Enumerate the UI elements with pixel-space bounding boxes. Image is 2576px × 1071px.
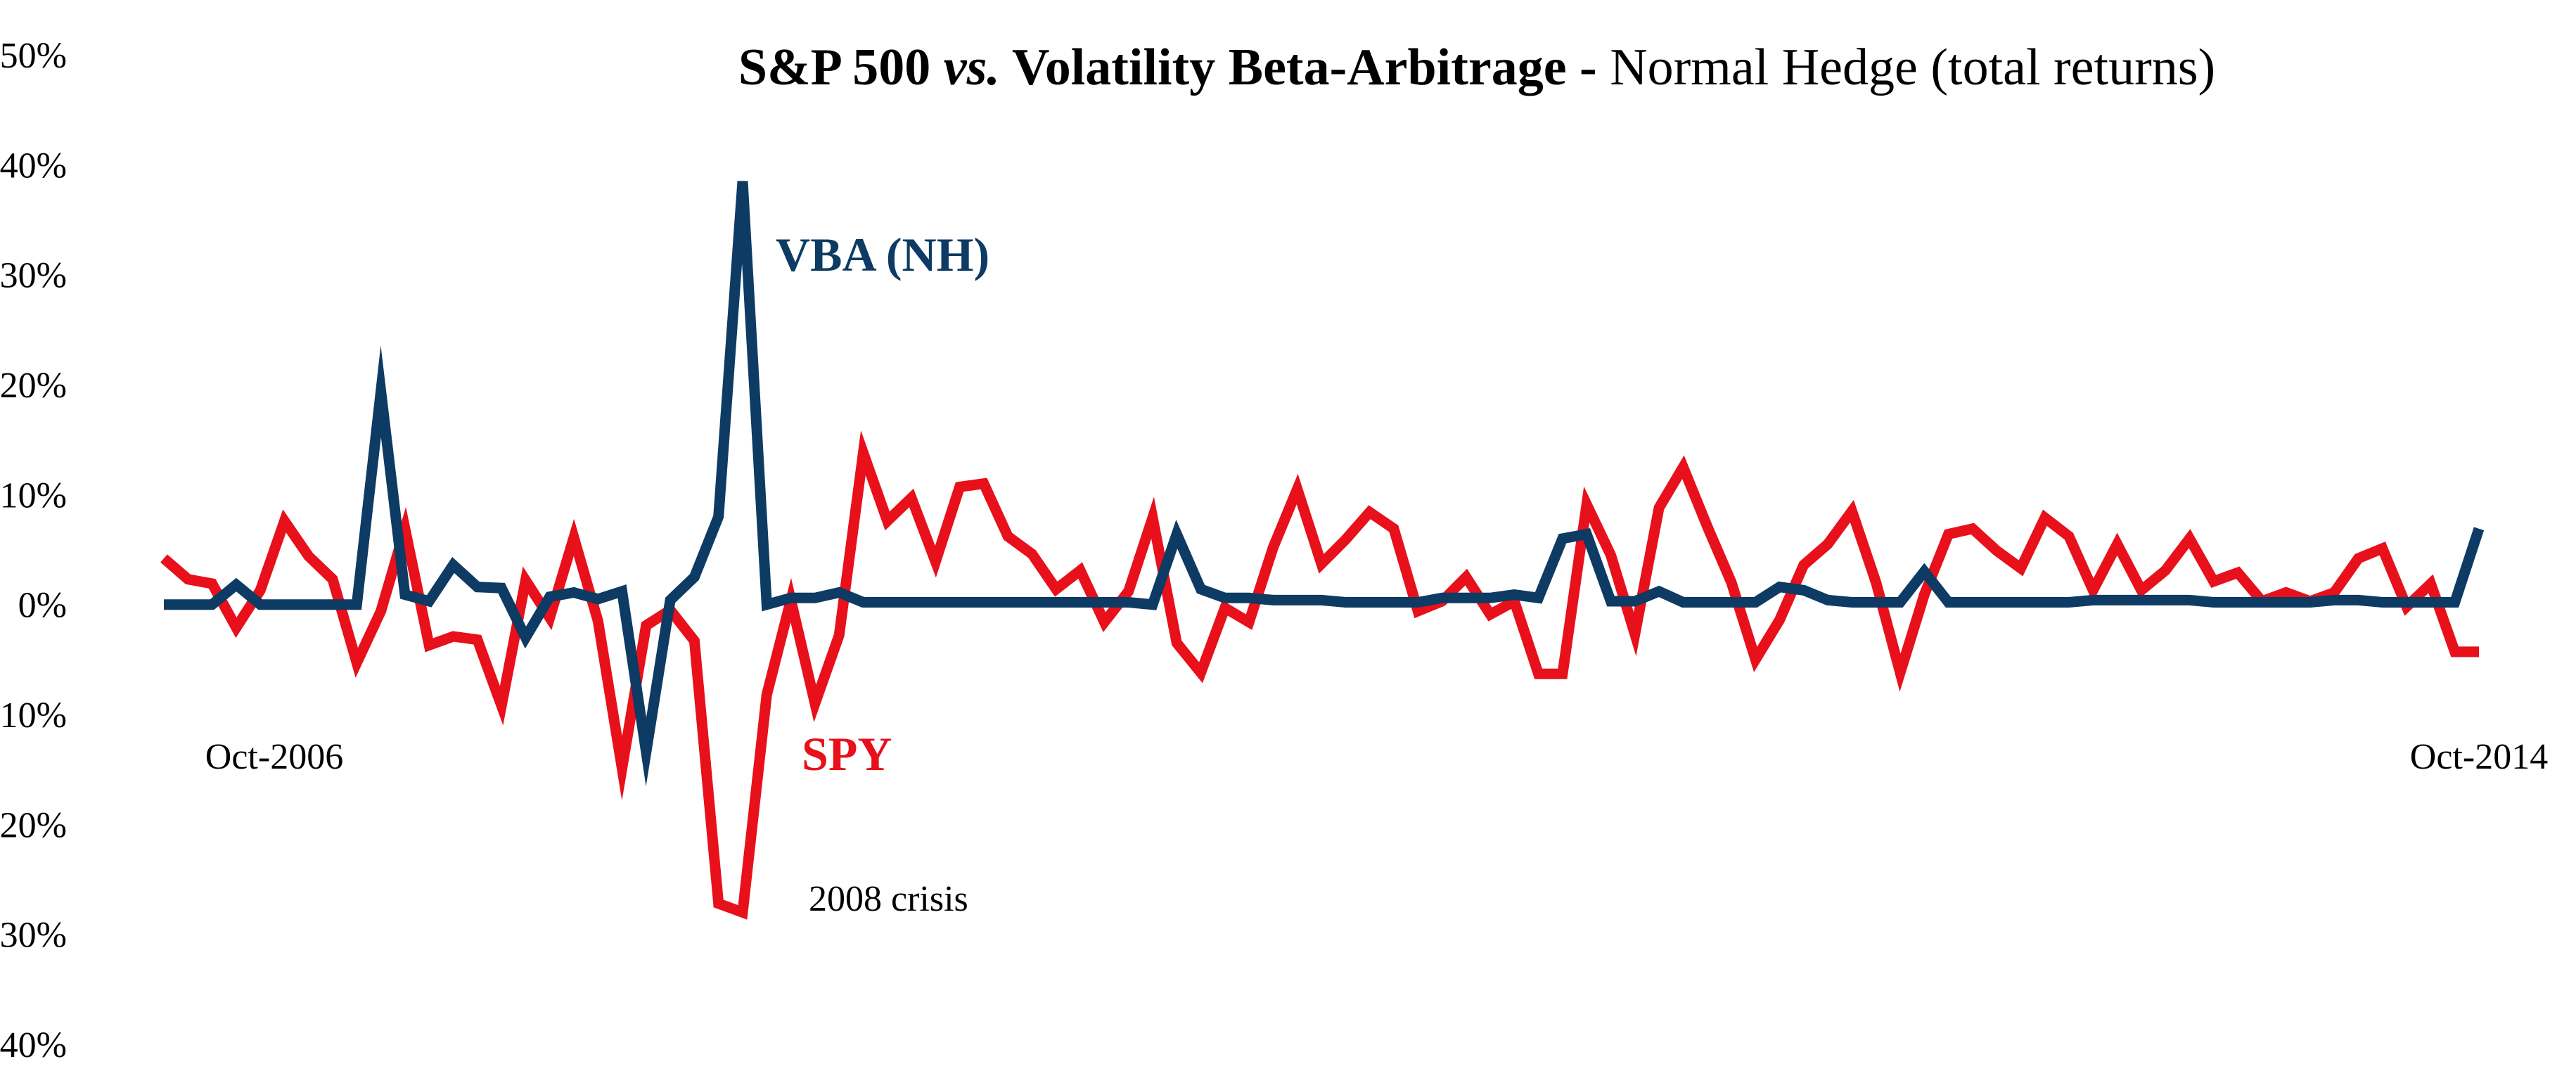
series-label-spy: SPY [802,727,892,781]
title-part-4: Normal Hedge (total returns) [1610,39,2215,96]
series-line-spy [160,430,2479,920]
x-start-label: Oct-2006 [205,737,343,777]
y-tick-label: 10% [0,475,67,515]
x-end-label: Oct-2014 [2410,737,2548,777]
y-tick-label: -30% [0,916,67,956]
series-label-vba: VBA (NH) [776,228,989,281]
y-tick-label: 20% [0,366,67,406]
series-line-vba-nh [164,181,2485,787]
y-tick-label: 30% [0,256,67,296]
title-part-3: Volatility Beta-Arbitrage - [1000,39,1610,96]
y-tick-label: 50% [0,36,67,76]
title-part-2: vs. [944,39,1000,96]
y-tick-label: -40% [0,1025,67,1065]
y-tick-label: -10% [0,695,67,736]
series-group [160,181,2485,920]
annotation-2008-crisis: 2008 crisis [809,879,968,919]
y-tick-label: 40% [0,146,67,186]
title-part-1: S&P 500 [738,39,944,96]
y-tick-label: 0% [18,586,67,626]
y-axis-tick-labels: 50% 40% 30% 20% 10% 0% -10% -20% -30% -40% [0,36,67,1065]
chart-title: S&P 500 vs. Volatility Beta-Arbitrage - … [738,39,2215,96]
y-tick-label: -20% [0,805,67,845]
